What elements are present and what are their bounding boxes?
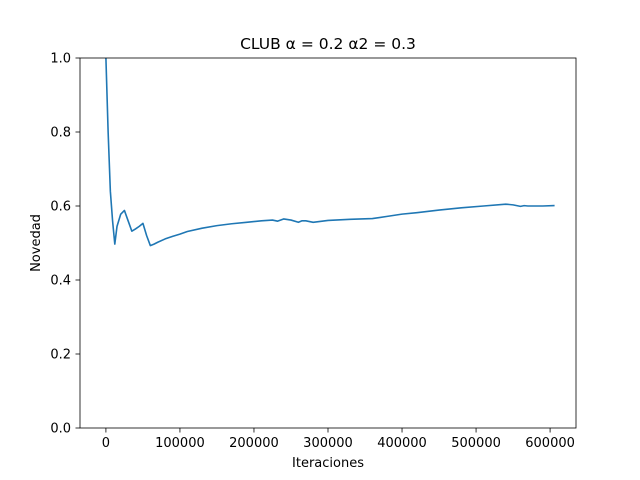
y-axis-ticks: 0.0 0.2 0.4 0.6 0.8 1.0: [50, 52, 80, 437]
y-tick-label: 0.6: [50, 200, 71, 215]
series-layer: [105, 58, 555, 247]
y-tick-label: 0.8: [50, 126, 71, 141]
x-tick-label: 0: [102, 436, 110, 451]
x-tick-label: 600000: [525, 436, 575, 451]
x-axis-ticks: 0 100000 200000 300000 400000 500000 600000: [102, 428, 575, 451]
plot-area-frame: [79, 57, 577, 429]
chart-title: CLUB α = 0.2 α2 = 0.3: [240, 35, 416, 53]
plot-area-background: [80, 58, 576, 428]
x-tick-label: 300000: [303, 436, 353, 451]
y-tick-label: 0.0: [50, 422, 71, 437]
series-line-0: [105, 58, 555, 247]
x-tick-label: 500000: [451, 436, 501, 451]
x-axis-label: Iteraciones: [292, 456, 364, 471]
y-tick-label: 0.4: [50, 274, 71, 289]
y-tick-label: 1.0: [50, 52, 71, 67]
x-tick-label: 400000: [377, 436, 427, 451]
y-tick-label: 0.2: [50, 348, 71, 363]
x-tick-label: 100000: [155, 436, 205, 451]
x-tick-label: 200000: [229, 436, 279, 451]
y-axis-label: Novedad: [29, 214, 44, 272]
